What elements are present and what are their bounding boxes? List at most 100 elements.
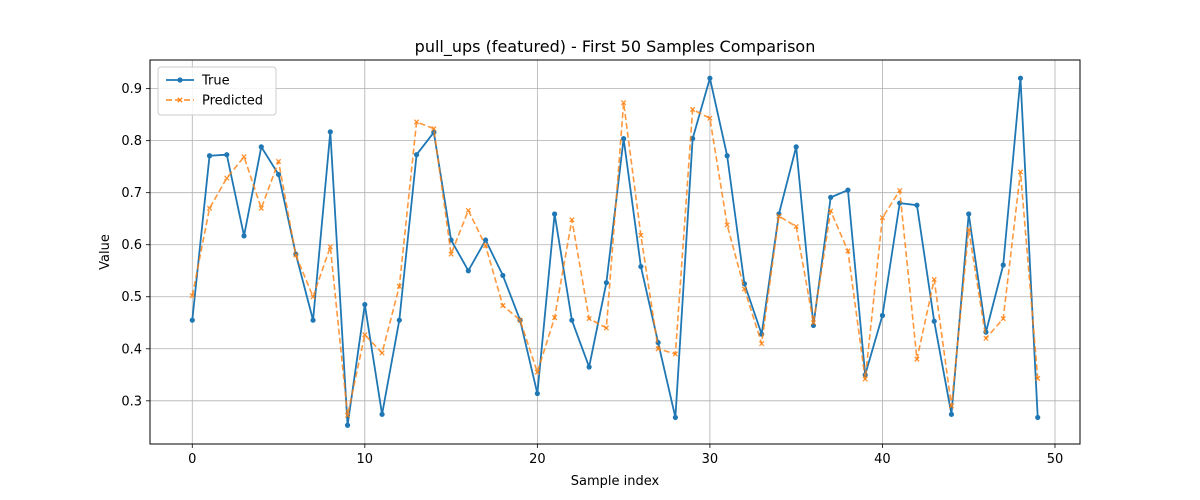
data-point: [534, 369, 541, 375]
data-point: [293, 252, 299, 258]
data-point: [552, 211, 558, 217]
chart-title: pull_ups (featured) - First 50 Samples C…: [415, 37, 816, 57]
data-point: [241, 154, 247, 160]
data-point: [655, 346, 661, 352]
series-predicted: [189, 100, 1041, 419]
data-point: [793, 144, 799, 150]
y-tick-label: 0.7: [121, 186, 142, 201]
data-point: [310, 294, 316, 300]
data-point: [206, 153, 213, 159]
data-point: [344, 412, 351, 419]
data-point: [224, 175, 230, 181]
series-line-true: [191, 77, 1039, 427]
data-point: [931, 318, 937, 324]
series-true: [189, 75, 1041, 428]
data-point: [1017, 75, 1024, 81]
data-point: [517, 317, 523, 323]
data-point: [1000, 315, 1006, 322]
data-point: [569, 317, 575, 323]
data-point: [379, 411, 385, 417]
data-point: [569, 217, 575, 223]
y-axis-label: Value: [98, 234, 113, 270]
data-point: [845, 187, 851, 193]
y-tick-label: 0.3: [121, 394, 142, 409]
data-point: [224, 152, 230, 158]
x-tick-label: 20: [529, 452, 546, 467]
data-point: [344, 422, 351, 428]
data-point: [862, 376, 868, 382]
data-point: [413, 119, 420, 125]
series-layer: [189, 75, 1041, 428]
legend-box: [157, 66, 277, 116]
y-tick-label: 0.8: [121, 134, 142, 149]
data-point: [638, 263, 644, 270]
data-point: [396, 317, 402, 323]
data-point: [258, 205, 264, 211]
data-point: [810, 320, 817, 326]
data-point: [966, 226, 972, 233]
data-point: [189, 293, 195, 299]
data-point: [776, 213, 782, 219]
legend-label-predicted: Predicted: [202, 94, 263, 109]
data-point: [362, 301, 368, 308]
series-line-predicted: [191, 101, 1039, 417]
data-point: [845, 248, 851, 254]
data-point: [914, 356, 920, 362]
data-point: [586, 315, 592, 322]
data-point: [672, 414, 678, 421]
data-point: [327, 129, 333, 135]
data-point: [724, 222, 730, 228]
data-point: [189, 317, 195, 323]
data-point: [448, 251, 454, 257]
data-point: [879, 214, 886, 221]
data-point: [241, 233, 247, 239]
data-point: [327, 244, 333, 250]
data-point: [293, 251, 299, 257]
data-point: [931, 276, 937, 283]
data-point: [603, 325, 610, 331]
data-point: [1035, 414, 1041, 421]
data-point: [983, 335, 989, 342]
data-point: [465, 207, 471, 214]
data-point: [258, 144, 264, 150]
data-point: [379, 350, 385, 356]
data-point: [500, 272, 506, 279]
x-tick-label: 0: [188, 452, 196, 467]
data-point: [948, 411, 955, 417]
data-point: [586, 364, 592, 370]
data-point: [413, 152, 420, 158]
data-point: [534, 390, 540, 397]
data-point: [1017, 169, 1024, 175]
data-point: [362, 332, 368, 338]
x-tick-label: 30: [702, 452, 719, 467]
legend-label-true: True: [201, 74, 230, 89]
legend-marker: [177, 97, 183, 103]
data-point: [966, 211, 972, 217]
data-point: [828, 194, 834, 200]
data-point: [707, 75, 713, 81]
y-tick-label: 0.6: [121, 238, 142, 253]
x-tick-label: 40: [874, 452, 891, 467]
data-point: [828, 208, 834, 214]
data-point: [672, 351, 679, 357]
data-point: [948, 403, 955, 409]
data-point: [914, 202, 920, 208]
data-point: [707, 115, 713, 121]
data-point: [482, 237, 489, 243]
y-tick-label: 0.5: [121, 290, 142, 305]
data-point: [689, 106, 696, 113]
data-point: [275, 158, 282, 165]
legend-marker: [177, 77, 183, 83]
plot-frame: [149, 59, 1081, 445]
data-point: [620, 100, 627, 106]
data-point: [621, 135, 627, 142]
data-point: [793, 223, 799, 230]
data-point: [431, 126, 437, 132]
data-point: [897, 187, 903, 194]
y-tick-label: 0.9: [121, 82, 142, 97]
tick-layer: 0 10 20 30 40 50 0.3 0.4 0.5 0.6 0.7 0.8 0.9: [121, 82, 1063, 467]
x-tick-label: 10: [357, 452, 374, 467]
data-point: [1035, 375, 1041, 382]
